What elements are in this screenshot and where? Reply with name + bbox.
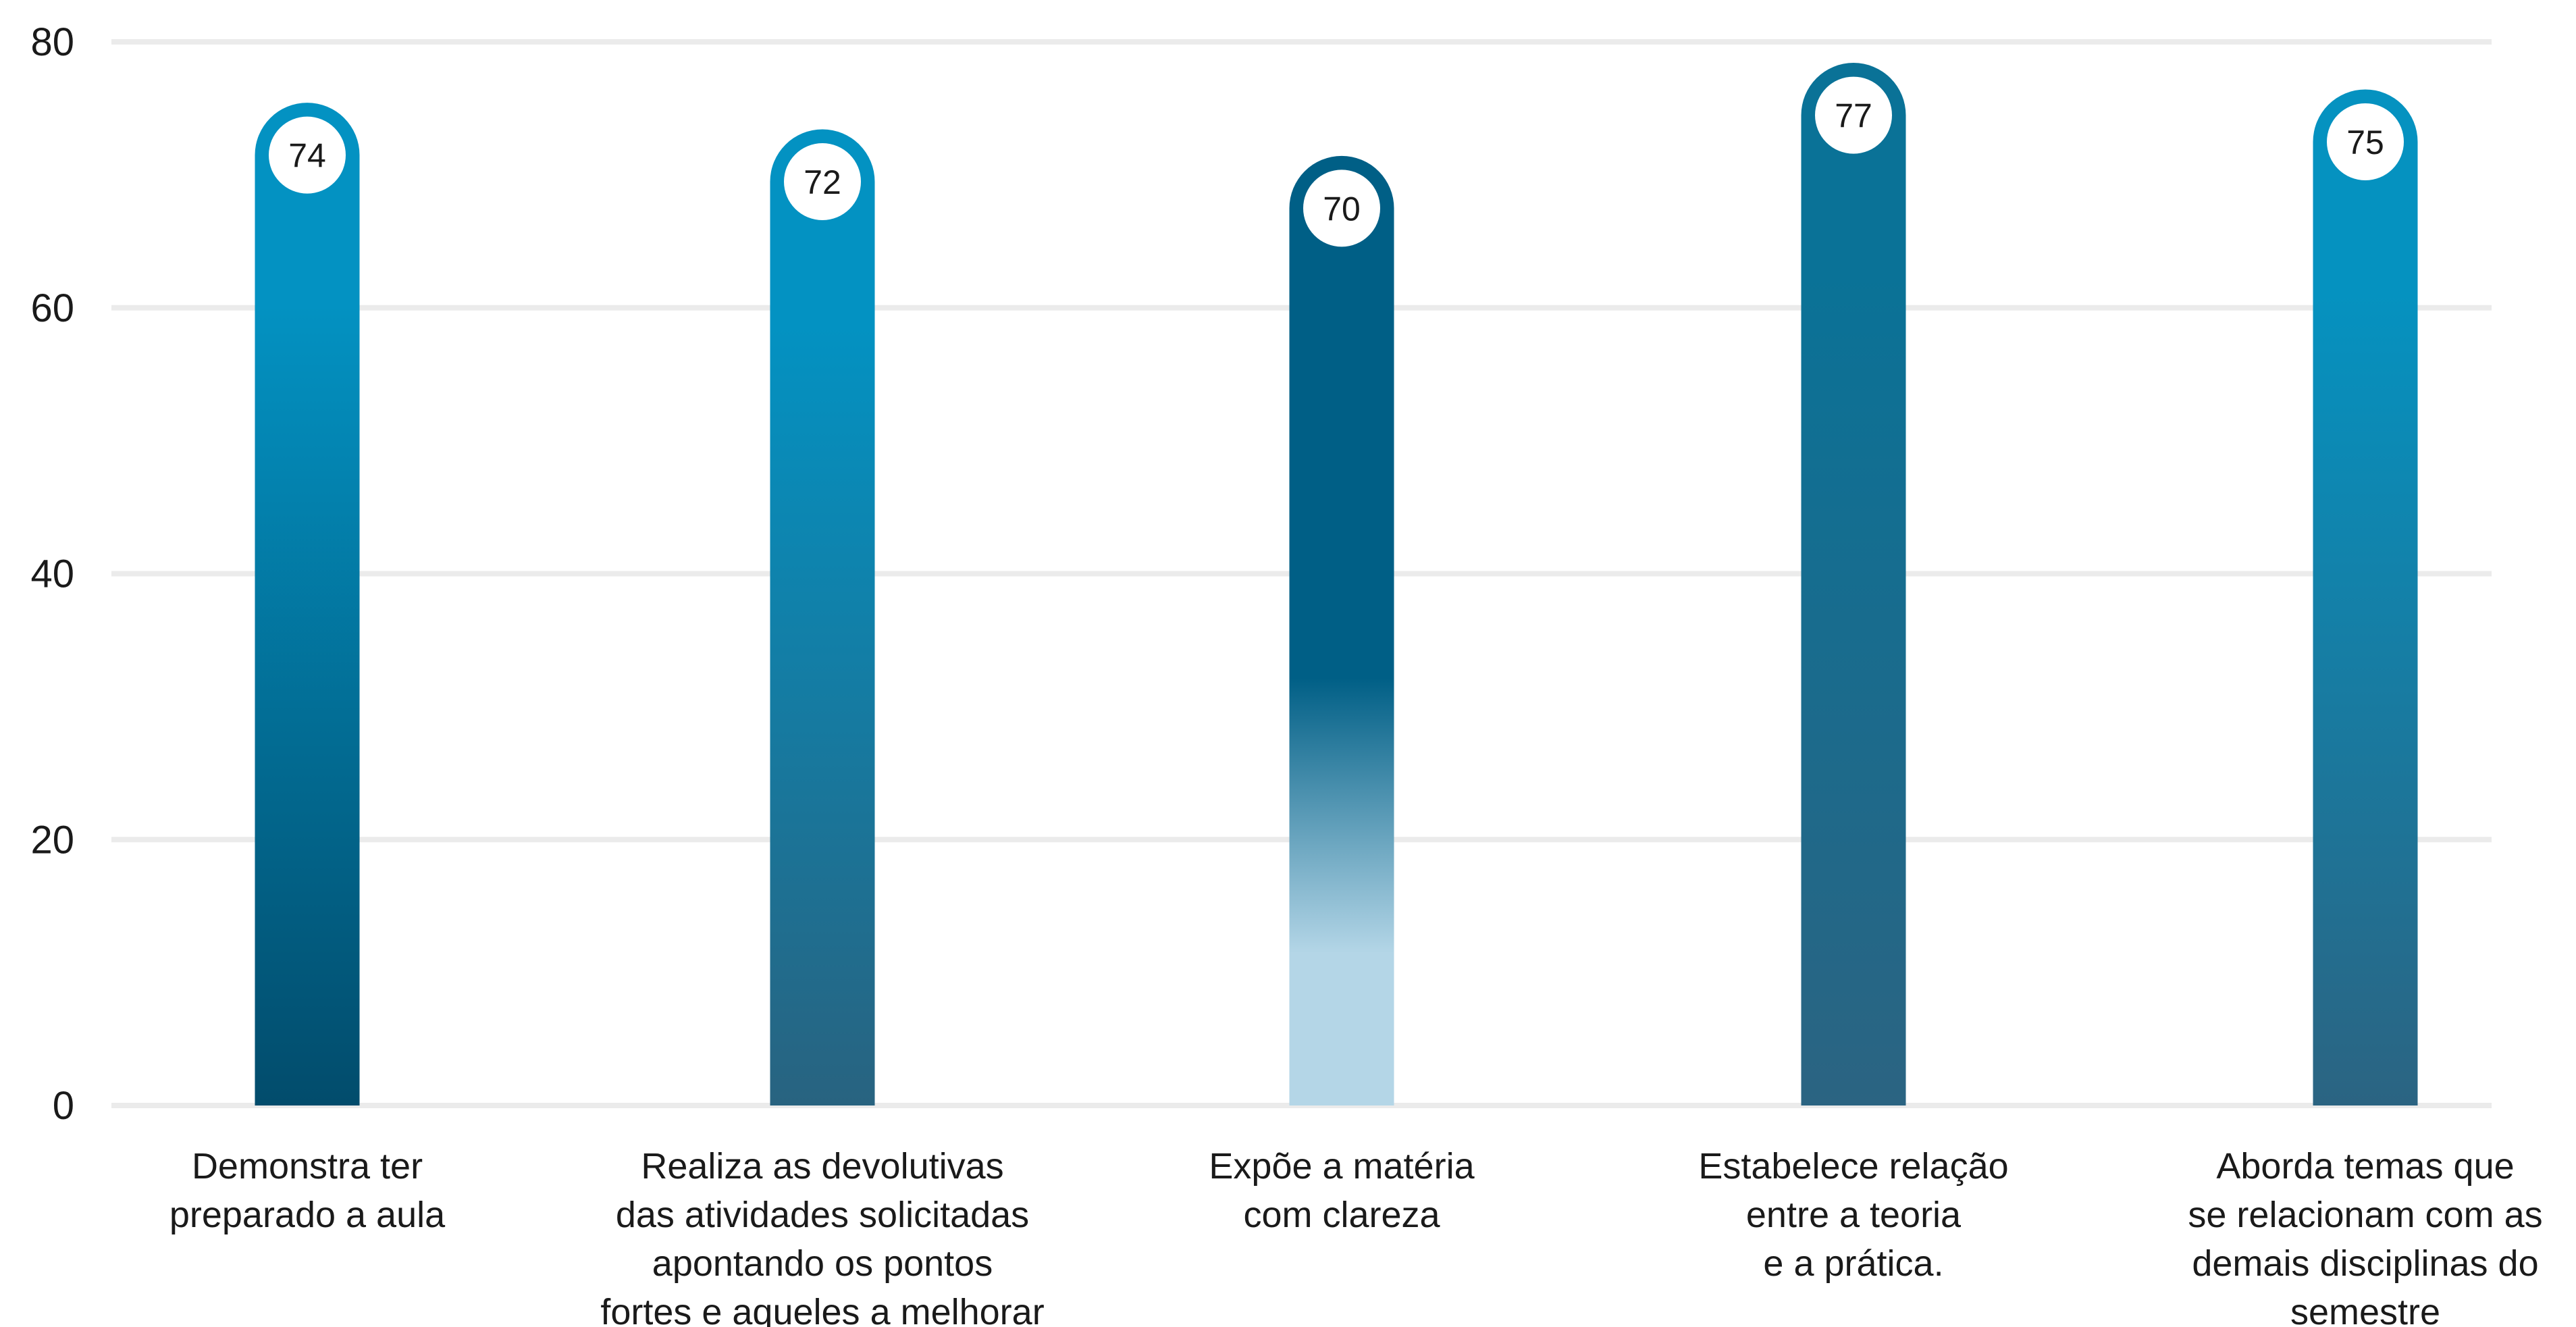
x-category-label: Expõe a matéria com clareza [1209,1146,1475,1235]
y-tick-label: 40 [30,552,74,596]
bar-3 [1801,63,1906,1105]
x-category-label: Estabelece relação entre a teoria e a prát… [1698,1146,2008,1284]
x-axis-labels: Demonstra ter preparado a aula Realiza as … [169,1146,2543,1327]
bar-2 [1289,155,1394,1105]
bar-4 [2313,89,2418,1105]
value-label: 75 [2346,124,2384,161]
x-category-line: Demonstra ter [192,1146,423,1187]
value-bubble [1815,76,1892,154]
y-tick-label: 0 [53,1084,74,1128]
y-tick-label: 60 [30,286,74,330]
value-label: 72 [804,163,841,201]
x-category-line: das atividades solicitadas [616,1195,1029,1235]
value-bubble [1303,170,1380,247]
bar-1 [770,129,875,1105]
value-label: 77 [1835,97,1872,135]
value-label: 74 [288,137,326,175]
x-category-line: demais disciplinas do [2192,1243,2538,1284]
x-category-line: Estabelece relação [1698,1146,2008,1187]
x-category-line: entre a teoria [1746,1195,1962,1235]
x-category-label: Aborda temas que se relacionam com as dema… [2188,1146,2542,1327]
bars: 74 72 70 77 75 [255,63,2418,1105]
y-tick-label: 80 [30,20,74,64]
x-category-line: se relacionam com as [2188,1195,2542,1235]
x-category-line: semestre [2290,1292,2440,1327]
bar-0 [255,103,360,1105]
value-label: 70 [1323,190,1361,228]
x-category-line: fortes e aqueles a melhorar [600,1292,1044,1327]
x-category-label: Demonstra ter preparado a aula [169,1146,446,1235]
x-category-line: com clareza [1243,1195,1440,1235]
x-category-line: e a prática. [1763,1243,1943,1284]
value-bubble [269,116,346,194]
x-category-line: apontando os pontos [652,1243,993,1284]
y-axis-ticks: 0 20 40 60 80 [30,20,74,1128]
x-category-line: Expõe a matéria [1209,1146,1475,1187]
y-tick-label: 20 [30,818,74,862]
x-category-line: preparado a aula [169,1195,446,1235]
x-category-line: Realiza as devolutivas [641,1146,1003,1187]
value-bubble [784,143,861,220]
x-category-line: Aborda temas que [2216,1146,2514,1187]
value-bubble [2327,103,2404,180]
x-category-label: Realiza as devolutivas das atividades sol… [600,1146,1044,1327]
